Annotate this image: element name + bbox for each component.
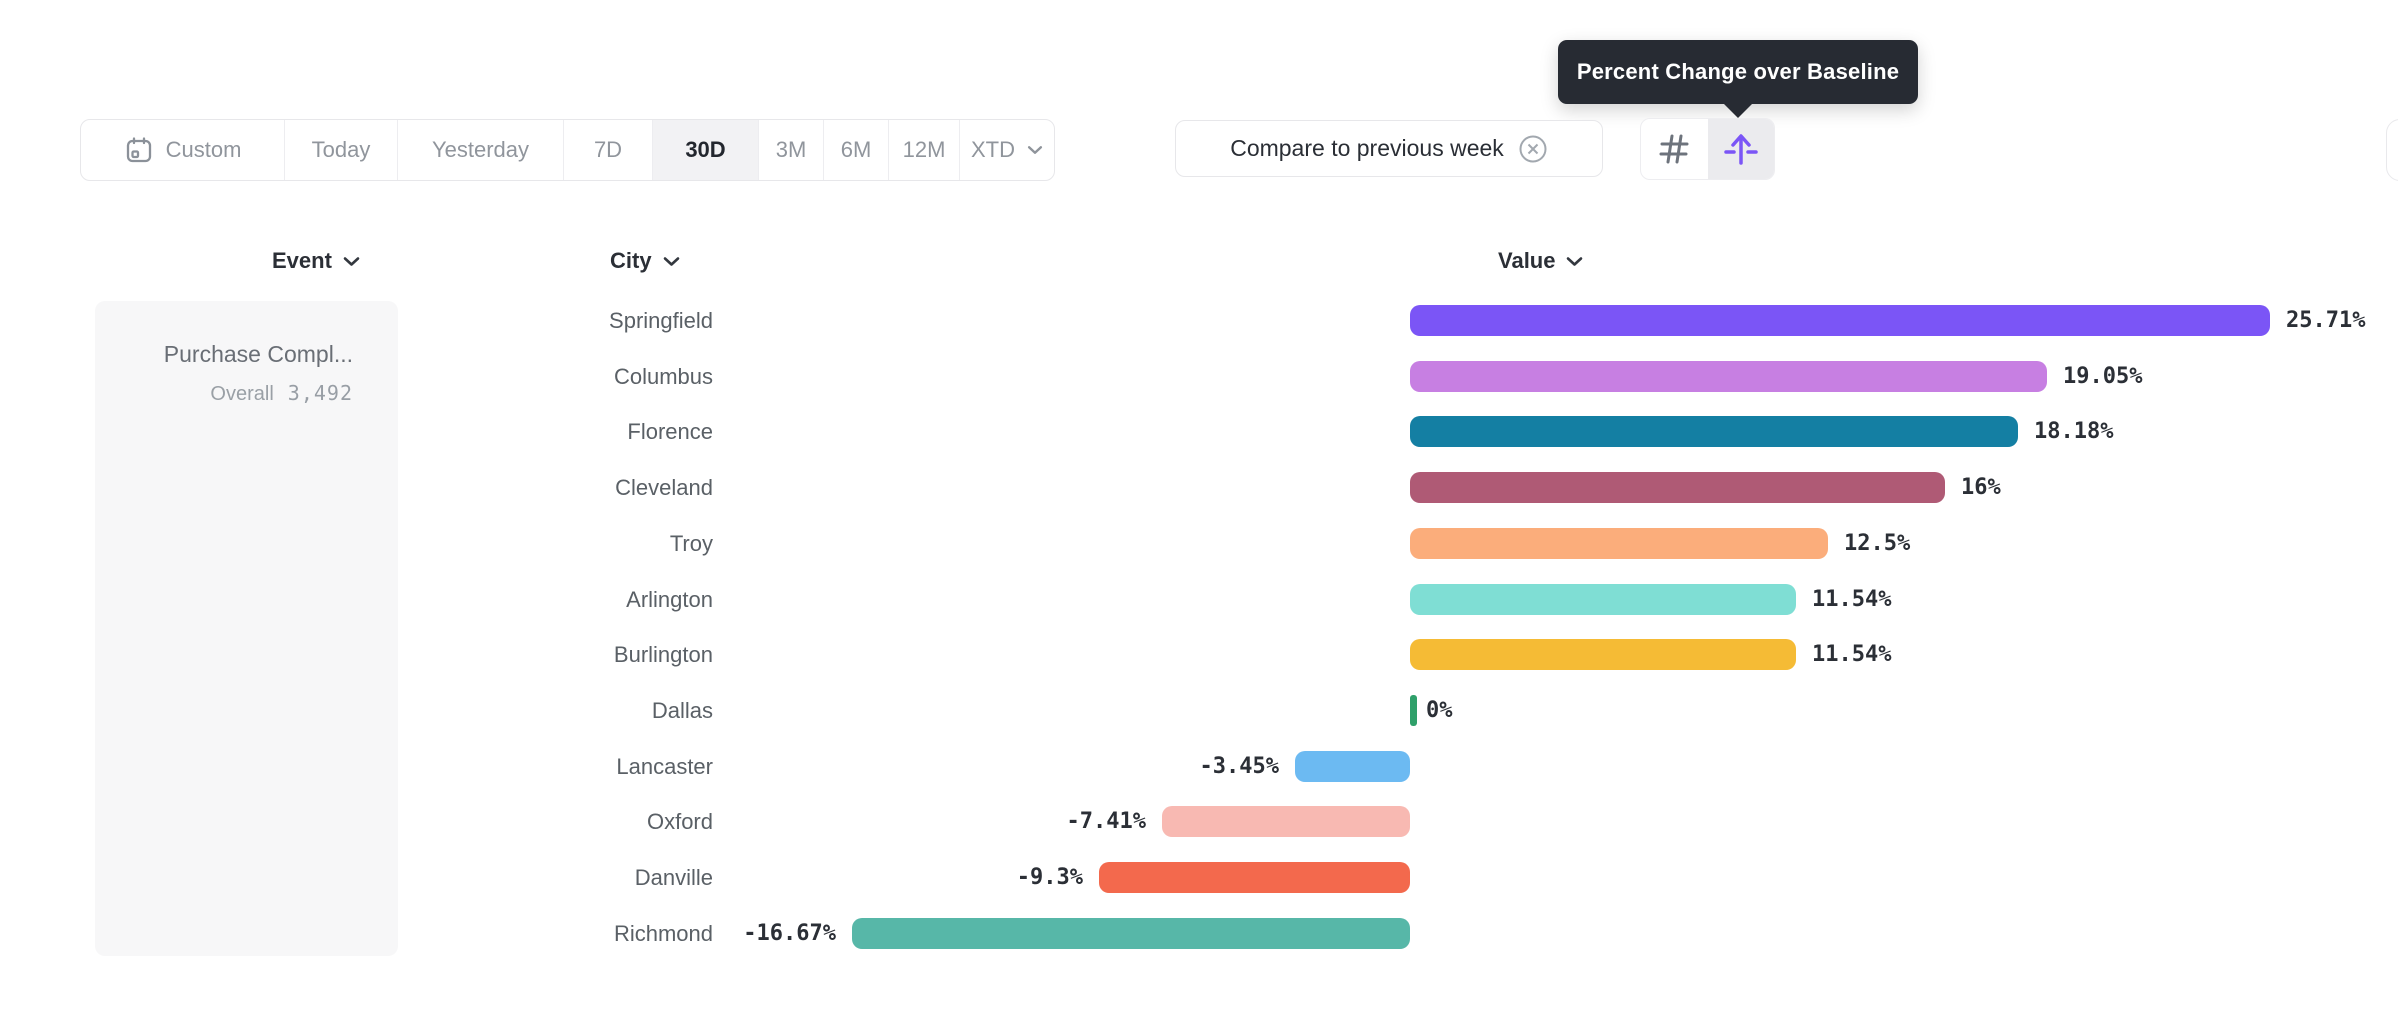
date-range-label: 3M: [775, 137, 807, 162]
city-label: Cleveland: [615, 475, 713, 500]
value-label: 18.18%: [2034, 419, 2114, 444]
toggle-number-sign-button[interactable]: [1641, 119, 1708, 179]
value-label: 11.54%: [1812, 642, 1892, 667]
compare-chip-label: Compare to previous week: [1230, 135, 1504, 161]
bar-lancaster[interactable]: [1295, 751, 1410, 782]
date-range-label: 30D: [685, 137, 726, 162]
date-range-30d[interactable]: 30D: [653, 120, 759, 180]
city-label: Richmond: [613, 921, 713, 946]
column-header-city[interactable]: City: [610, 246, 680, 276]
date-range-yesterday[interactable]: Yesterday: [398, 120, 564, 180]
value-label: 25.71%: [2286, 308, 2366, 333]
chevron-down-icon: [1027, 146, 1043, 154]
cutoff-toolbar-button[interactable]: [2386, 119, 2398, 181]
bar-danville[interactable]: [1099, 862, 1410, 893]
date-range-today[interactable]: Today: [285, 120, 398, 180]
date-range-label: 6M: [840, 137, 872, 162]
date-range-toolbar: Custom Today Yesterday 7D 30D 3M 6M 12M XTD: [80, 119, 1055, 181]
date-range-label: Today: [311, 137, 371, 162]
city-label: Springfield: [609, 308, 713, 333]
event-name: Purchase Compl...: [163, 341, 353, 367]
percent-change-baseline-icon: [1724, 134, 1758, 165]
bar-oxford[interactable]: [1162, 806, 1410, 837]
date-range-label: 12M: [902, 137, 946, 162]
date-range-custom[interactable]: Custom: [81, 120, 285, 180]
overall-label: Overall: [210, 383, 274, 405]
date-range-12m[interactable]: 12M: [889, 120, 960, 180]
column-header-event-label: Event: [272, 248, 332, 273]
date-range-label: 7D: [593, 137, 623, 162]
city-label: Columbus: [613, 364, 713, 389]
bar-richmond[interactable]: [852, 918, 1410, 949]
value-label: 16%: [1961, 475, 2001, 500]
column-header-city-label: City: [610, 248, 652, 273]
bar-columbus[interactable]: [1410, 361, 2047, 392]
bar-arlington[interactable]: [1410, 584, 1796, 615]
column-header-value-label: Value: [1498, 248, 1556, 273]
date-range-3m[interactable]: 3M: [759, 120, 824, 180]
tooltip: Percent Change over Baseline: [1558, 40, 1918, 118]
chevron-down-icon: [663, 256, 679, 266]
chevron-down-icon: [343, 256, 360, 266]
value-label: -16.67%: [743, 921, 836, 946]
city-label: Oxford: [646, 809, 713, 834]
event-card[interactable]: Purchase Compl... Overall 3,492: [95, 301, 398, 956]
date-range-xtd[interactable]: XTD: [960, 120, 1054, 180]
value-label: 19.05%: [2063, 364, 2143, 389]
bar-springfield[interactable]: [1410, 305, 2270, 336]
date-range-7d[interactable]: 7D: [564, 120, 653, 180]
chevron-down-icon: [1567, 256, 1583, 266]
value-display-toggle: [1640, 118, 1775, 180]
tooltip-caret-icon: [1723, 103, 1753, 118]
value-label: 12.5%: [1844, 531, 1911, 556]
value-label: 0%: [1426, 698, 1453, 723]
date-range-label: Yesterday: [431, 137, 530, 162]
city-label: Danville: [634, 865, 713, 890]
compare-chip[interactable]: Compare to previous week: [1175, 120, 1603, 177]
number-sign-icon: [1659, 134, 1689, 164]
overall-value: 3,492: [287, 381, 353, 405]
city-label: Florence: [627, 419, 713, 444]
date-range-6m[interactable]: 6M: [824, 120, 889, 180]
city-label: Lancaster: [616, 754, 713, 779]
value-label: -7.41%: [1066, 809, 1146, 834]
bar-dallas[interactable]: [1410, 695, 1417, 726]
bar-burlington[interactable]: [1410, 639, 1796, 670]
event-overall-stats: Overall 3,492: [115, 381, 353, 406]
date-range-label: Custom: [165, 137, 242, 162]
city-label: Dallas: [651, 698, 713, 723]
date-range-label: XTD: [971, 137, 1015, 162]
bar-cleveland[interactable]: [1410, 472, 1945, 503]
value-label: 11.54%: [1812, 587, 1892, 612]
bar-florence[interactable]: [1410, 416, 2018, 447]
calendar-icon: [126, 137, 151, 163]
tooltip-text: Percent Change over Baseline: [1576, 59, 1900, 84]
column-header-event[interactable]: Event: [272, 246, 360, 276]
city-label: Burlington: [613, 642, 713, 667]
column-header-value[interactable]: Value: [1498, 246, 1583, 276]
toggle-percent-change-button[interactable]: [1707, 119, 1774, 179]
circle-x-icon[interactable]: [1518, 134, 1548, 164]
value-label: -3.45%: [1199, 754, 1279, 779]
bar-troy[interactable]: [1410, 528, 1828, 559]
city-label: Troy: [669, 531, 713, 556]
value-label: -9.3%: [1016, 865, 1083, 890]
city-label: Arlington: [626, 587, 713, 612]
